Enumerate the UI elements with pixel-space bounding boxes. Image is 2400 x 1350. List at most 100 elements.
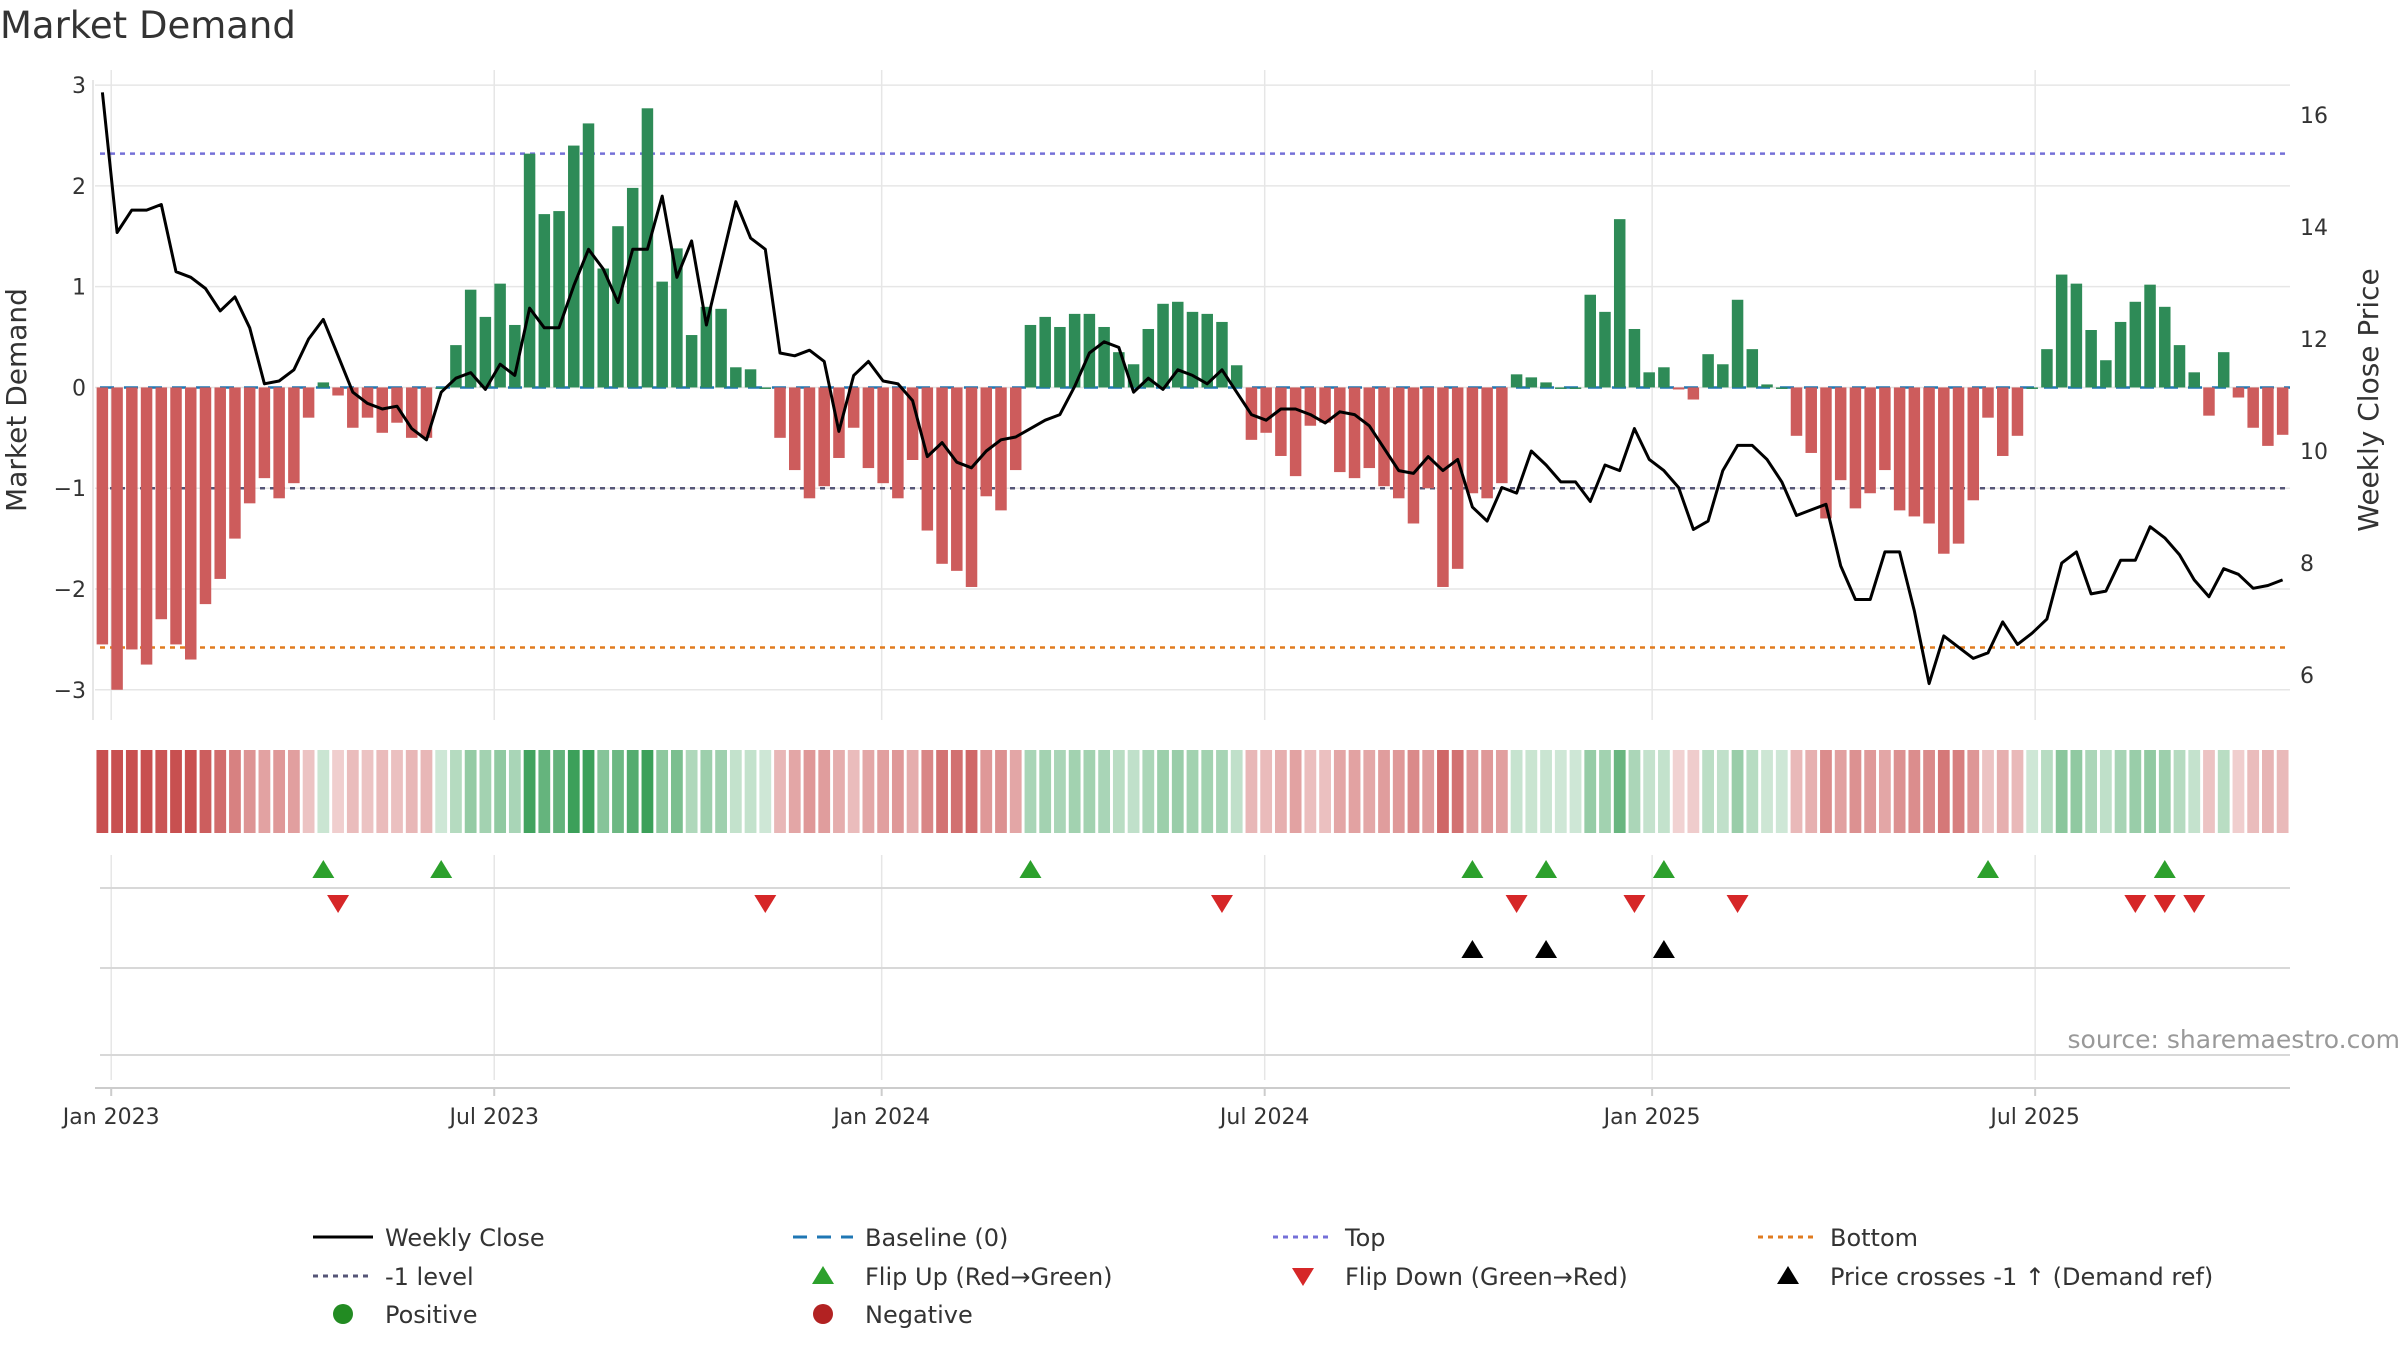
legend-label: Baseline (0) [865,1224,1008,1252]
demand-bar [229,387,241,539]
x-tick-label: Jan 2024 [831,1105,930,1130]
heat-cell [376,750,389,833]
heat-cell [508,750,521,833]
demand-bar [1407,387,1420,524]
demand-bar [273,387,285,499]
y2-tick-label: 6 [2300,664,2314,689]
grid [95,70,2290,1080]
heat-cell [2203,750,2215,833]
demand-bar [214,387,226,579]
demand-bar [2276,387,2289,435]
flip-up-marker [430,860,453,878]
demand-bar [185,387,197,660]
y2-tick-label: 8 [2300,552,2314,577]
y-tick-label: 3 [72,74,86,99]
heat-cell [803,750,816,833]
demand-bar [744,369,757,388]
demand-bar [1746,349,1759,388]
heat-cell [671,750,683,833]
heat-cell [1908,750,1921,833]
demand-bar [1275,387,1287,456]
heat-cell [1878,750,1891,833]
heat-cell [1392,750,1405,833]
demand-bar [597,268,609,388]
heat-cell [1333,750,1346,833]
heat-cell [1451,750,1464,833]
heat-cell [656,750,669,833]
demand-bar [126,387,138,650]
legend-label: Flip Down (Green→Red) [1345,1263,1628,1291]
legend-item: Negative [813,1301,973,1329]
demand-bar [2085,330,2097,388]
heat-cell [1407,750,1420,833]
heat-cell [1348,750,1361,833]
demand-bar [582,123,595,388]
demand-bar [568,145,580,388]
flip-up-marker [2153,860,2176,878]
demand-bar [862,387,875,469]
demand-bar [1731,299,1744,388]
demand-bar [1525,377,1538,388]
flip-up-marker [312,860,335,878]
heat-cell [2144,750,2156,833]
heat-cell [818,750,831,833]
demand-bar [2026,387,2038,389]
demand-bar [1348,387,1361,479]
heat-cell [847,750,860,833]
heat-cell [936,750,948,833]
demand-bar [759,387,772,389]
flip-down-marker [2153,895,2176,913]
heat-cell [2158,750,2171,833]
heat-cell [685,750,698,833]
demand-bar [1967,387,1980,501]
demand-bar [1923,387,1935,524]
legend-label: Positive [385,1301,478,1329]
heat-cell [641,750,654,833]
x-tick-label: Jan 2023 [61,1105,160,1130]
demand-bar [1879,387,1891,471]
heat-cell [2173,750,2186,833]
demand-bar [1717,364,1729,388]
demand-bar [774,387,786,438]
heat-cell [1584,750,1597,833]
heat-cell [2055,750,2068,833]
heat-cell [729,750,742,833]
heat-cell [1658,750,1670,833]
y-tick-label: −3 [54,679,86,704]
heat-cell [1127,750,1140,833]
demand-bar [1098,326,1110,388]
demand-bar [1658,367,1670,388]
heat-cell [1982,750,1994,833]
signal-rows [95,860,2290,1089]
heat-cell [405,750,418,833]
heat-cell [950,750,963,833]
heat-cell [1672,750,1685,833]
demand-bar [965,387,978,587]
heat-cell [243,750,256,833]
heat-cell [1540,750,1552,833]
heat-cell [125,750,138,833]
legend-swatch-circle [813,1304,833,1324]
demand-bar [715,308,727,388]
legend-label: Bottom [1830,1224,1918,1252]
demand-bar [1216,321,1228,388]
flip-down-marker [1623,895,1646,913]
heat-cell [1687,750,1700,833]
heat-cell [862,750,875,833]
heat-cell [302,750,315,833]
legend-swatch-triangle-down [1292,1268,1314,1286]
demand-bar [1260,387,1272,433]
demand-bar [626,187,639,388]
heat-cell [2129,750,2142,833]
heat-cell [2232,750,2245,833]
demand-bar [2129,301,2142,388]
heat-cell [759,750,772,833]
demand-bar [111,387,123,690]
demand-bar [1319,387,1331,423]
demand-bar [2262,387,2274,446]
flip-down-marker [1726,895,1749,913]
demand-bar [420,387,433,438]
demand-bar [847,387,860,428]
heat-cell [1009,750,1022,833]
demand-bar [803,387,816,499]
